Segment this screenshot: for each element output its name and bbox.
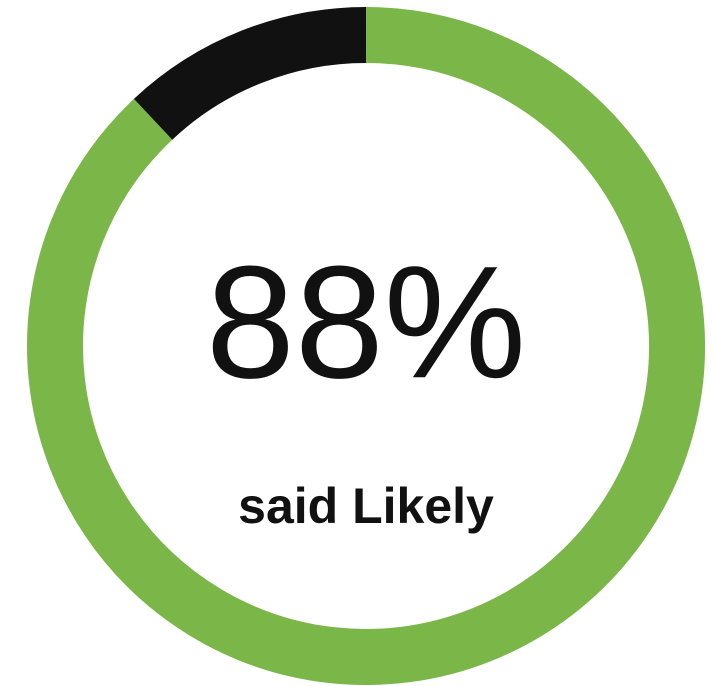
donut-segment xyxy=(27,7,705,685)
value-label: 88% xyxy=(206,232,526,411)
donut-segment xyxy=(133,7,367,140)
caption: said Likely xyxy=(238,478,494,534)
